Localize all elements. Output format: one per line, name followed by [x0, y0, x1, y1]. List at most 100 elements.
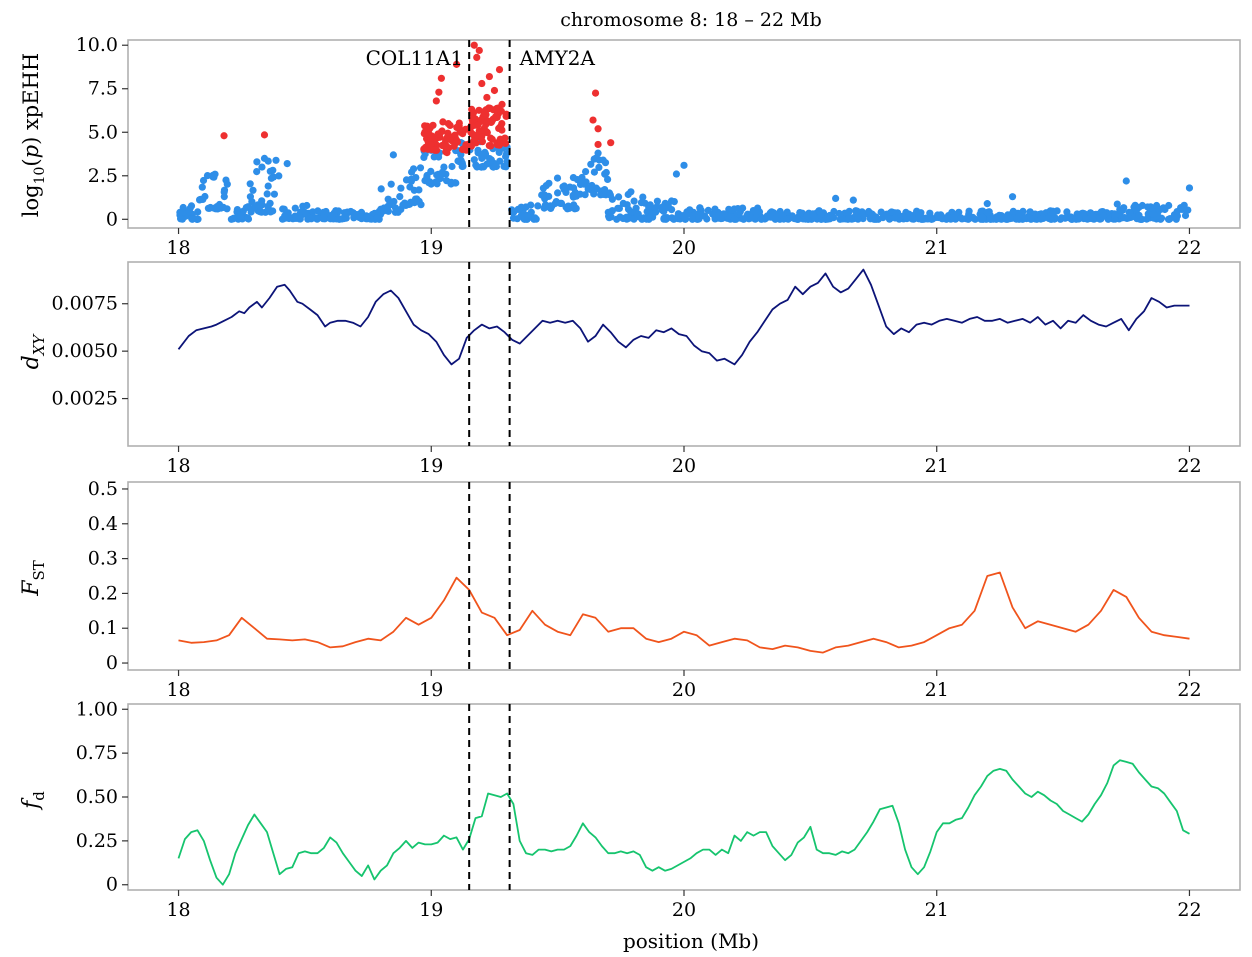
scatter-point — [637, 199, 646, 207]
scatter-point — [1153, 201, 1161, 210]
scatter-point — [1027, 215, 1035, 223]
scatter-point — [176, 208, 184, 216]
scatter-point — [624, 205, 633, 213]
panel-frame-xpehh — [127, 39, 1241, 229]
scatter-point-significant — [498, 120, 506, 128]
scatter-point — [258, 163, 266, 171]
scatter-point — [542, 201, 550, 209]
scatter-point — [852, 207, 861, 215]
scatter-point — [653, 197, 662, 205]
ytick-label-xpehh: 7.5 — [88, 78, 118, 100]
scatter-point — [377, 185, 385, 193]
scatter-point-significant — [492, 113, 500, 121]
xtick-label-xpehh: 19 — [419, 237, 443, 259]
scatter-point — [223, 180, 231, 188]
scatter-point-significant — [474, 121, 482, 130]
scatter-point — [577, 175, 585, 183]
scatter-point — [1111, 211, 1119, 219]
scatter-point — [363, 212, 371, 220]
scatter-point — [630, 215, 638, 223]
scatter-point — [1006, 215, 1014, 223]
scatter-point — [415, 186, 423, 194]
scatter-point — [246, 180, 254, 188]
scatter-point — [942, 215, 951, 223]
scatter-point-significant — [591, 89, 600, 97]
scatter-point-significant — [468, 130, 476, 138]
scatter-point — [874, 215, 882, 223]
scatter-point-significant — [436, 130, 444, 138]
scatter-point-significant — [498, 126, 506, 134]
scatter-point — [266, 199, 274, 207]
scatter-point — [1015, 213, 1023, 221]
scatter-point — [264, 182, 272, 190]
scatter-point — [695, 214, 704, 222]
scatter-point — [254, 201, 262, 209]
scatter-point — [591, 154, 600, 162]
scatter-point — [1185, 184, 1194, 192]
scatter-point — [803, 212, 811, 220]
scatter-point — [646, 201, 654, 209]
scatter-point-significant — [487, 142, 495, 150]
ytick-label-fd: 0.25 — [76, 830, 118, 852]
scatter-point — [313, 215, 321, 223]
scatter-point — [384, 202, 392, 210]
scatter-point — [562, 188, 570, 196]
scatter-point — [914, 215, 923, 223]
scatter-point — [545, 179, 553, 187]
scatter-point — [393, 207, 401, 215]
scatter-point-significant — [468, 105, 476, 113]
xtick-label-xpehh: 20 — [672, 237, 696, 259]
scatter-point-significant — [444, 129, 452, 137]
scatter-point — [704, 206, 712, 214]
scatter-point — [979, 213, 987, 221]
xtick-label-fd: 19 — [419, 899, 443, 921]
scatter-point — [809, 211, 817, 219]
scatter-point — [1063, 208, 1071, 216]
scatter-point — [587, 160, 595, 168]
axes-layer: 10.0 7.5 5.0 2.5 0 18 19 20 21 22 0.0075 0.0050 0.00… — [52, 34, 1202, 921]
scatter-point — [815, 207, 823, 215]
scatter-point — [777, 210, 786, 218]
scatter-point — [256, 207, 264, 215]
scatter-point — [667, 197, 676, 205]
scatter-point-significant — [498, 100, 506, 109]
scatter-point-significant — [477, 116, 485, 124]
scatter-point — [688, 215, 697, 223]
scatter-point-significant — [480, 107, 488, 115]
scatter-point — [448, 162, 456, 171]
scatter-point-significant — [452, 60, 461, 68]
svg-text:FST: FST — [19, 560, 48, 597]
scatter-point-significant — [468, 115, 476, 123]
xtick-label-fst: 19 — [419, 679, 443, 701]
scatter-point — [854, 215, 862, 223]
ytick-label-xpehh: 10.0 — [76, 34, 118, 56]
scatter-point — [766, 213, 775, 221]
scatter-point-significant — [425, 124, 433, 132]
scatter-point — [730, 215, 739, 223]
scatter-point — [397, 184, 405, 192]
ylabel-xpehh: log10(p) xpEHH — [19, 53, 48, 217]
scatter-point-significant — [220, 132, 228, 140]
scatter-point — [253, 158, 261, 166]
scatter-point — [601, 170, 609, 178]
scatter-point — [452, 179, 460, 187]
scatter-point — [357, 213, 365, 221]
scatter-point — [1045, 214, 1053, 222]
scatter-point — [986, 215, 995, 223]
scatter-point — [249, 186, 257, 194]
scatter-point — [402, 176, 411, 184]
scatter-point-significant — [478, 79, 486, 88]
xtick-label-xpehh: 21 — [925, 237, 949, 259]
scatter-point-significant — [452, 139, 460, 147]
ytick-label-dxy: 0.0050 — [52, 340, 118, 362]
scatter-point — [503, 150, 511, 158]
scatter-point — [373, 214, 381, 222]
scatter-point — [681, 211, 689, 220]
ytick-label-fst: 0.2 — [88, 582, 118, 604]
scatter-point — [627, 188, 635, 196]
scatter-point — [1180, 205, 1188, 213]
scatter-point — [473, 163, 481, 171]
scatter-point — [193, 215, 201, 223]
chart-title: chromosome 8: 18 – 22 Mb — [560, 9, 821, 31]
xtick-label-xpehh: 22 — [1177, 237, 1201, 259]
